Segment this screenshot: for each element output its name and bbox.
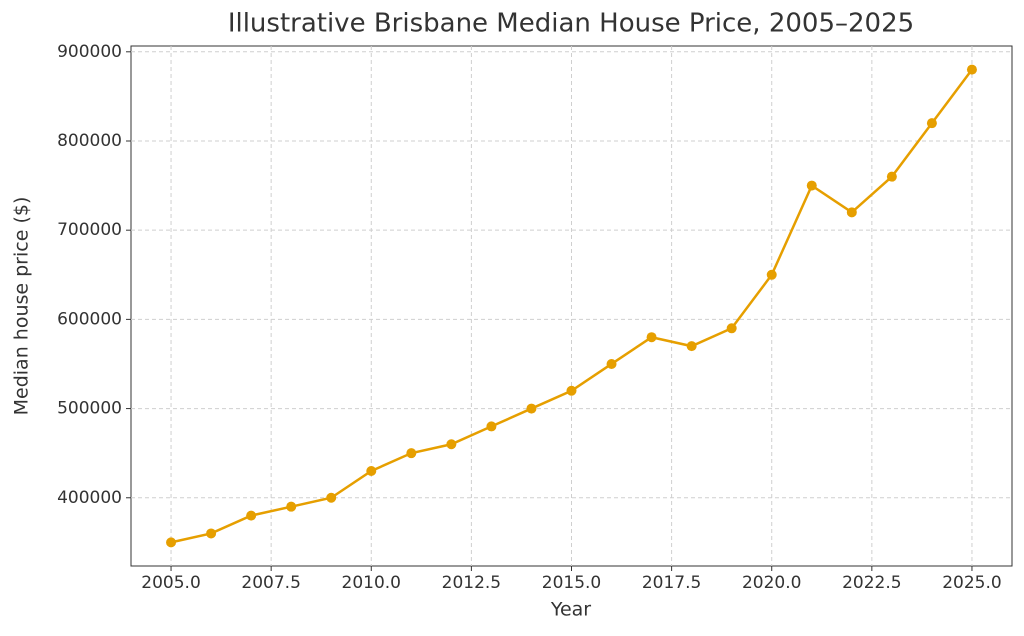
x-tick-label: 2005.0	[141, 573, 200, 593]
point	[846, 207, 857, 218]
point	[406, 448, 417, 459]
y-tick-label: 600000	[57, 309, 122, 329]
point	[806, 180, 817, 191]
y-tick-label: 400000	[57, 488, 122, 508]
point	[446, 439, 457, 450]
point	[966, 64, 977, 75]
x-axis-label: Year	[550, 599, 591, 621]
x-tick-label: 2020.0	[742, 573, 801, 593]
point	[766, 269, 777, 280]
point	[366, 466, 377, 477]
y-tick-label: 700000	[57, 220, 122, 240]
point	[286, 501, 297, 512]
y-axis-label: Median house price ($)	[11, 197, 33, 416]
x-tick-label: 2025.0	[942, 573, 1001, 593]
point	[686, 341, 697, 352]
point	[566, 385, 577, 396]
point	[166, 537, 177, 548]
point	[206, 528, 217, 539]
x-tick-label: 2015.0	[542, 573, 601, 593]
point	[926, 118, 937, 129]
point	[486, 421, 497, 432]
x-tick-label: 2017.5	[642, 573, 701, 593]
point	[726, 323, 737, 334]
chart-title: Illustrative Brisbane Median House Price…	[228, 9, 914, 39]
point	[326, 492, 337, 503]
x-tick-label: 2010.0	[342, 573, 401, 593]
point	[606, 358, 617, 369]
x-tick-label: 2007.5	[241, 573, 300, 593]
point	[246, 510, 257, 521]
point	[526, 403, 537, 414]
point	[886, 171, 897, 182]
y-tick-label: 800000	[57, 131, 122, 151]
x-tick-label: 2022.5	[842, 573, 901, 593]
point	[646, 332, 657, 343]
x-tick-label: 2012.5	[442, 573, 501, 593]
y-tick-label: 900000	[57, 42, 122, 62]
y-tick-label: 500000	[57, 399, 122, 419]
